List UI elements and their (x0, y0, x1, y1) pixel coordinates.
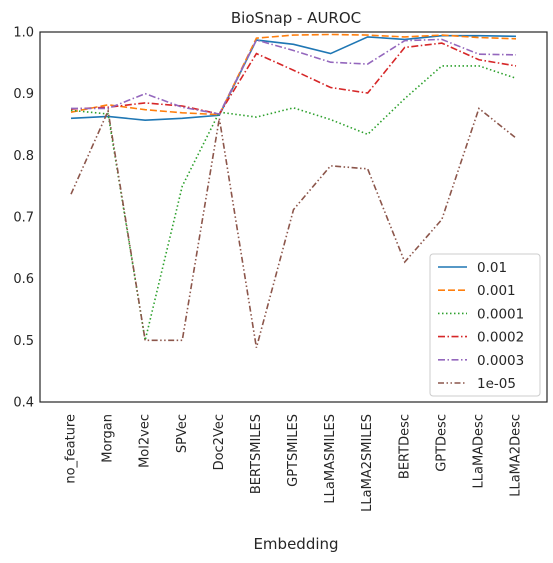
y-tick-label: 0.7 (13, 211, 34, 226)
y-tick-label: 0.8 (13, 149, 34, 164)
x-tick-label: Morgan (101, 414, 116, 463)
y-tick-label: 0.9 (13, 87, 34, 102)
plot-frame (39, 31, 548, 403)
legend-label: 0.001 (477, 283, 516, 299)
legend-label: 1e-05 (477, 376, 516, 392)
x-tick-label: SPVec (175, 414, 190, 453)
plot-area (70, 33, 517, 348)
legend-label: 0.0003 (477, 353, 524, 369)
legend-label: 0.0001 (477, 306, 524, 322)
series-line-0 (70, 34, 517, 121)
x-tick-label: Mol2vec (138, 414, 153, 468)
x-tick-label: LLaMA2Desc (509, 414, 524, 497)
series-line-1 (70, 33, 517, 116)
x-tick-label: GPTSMILES (286, 414, 301, 487)
x-tick-label: BERTSMILES (249, 414, 264, 494)
x-tick-label: GPTDesc (434, 414, 449, 472)
legend: 0.01 0.001 0.0001 0.0002 0.0003 1e-05 (429, 253, 541, 397)
legend-label: 0.0002 (477, 330, 524, 346)
series-line-5 (70, 107, 517, 348)
y-tick-label: 0.4 (13, 396, 34, 411)
x-tick-label: Doc2Vec (212, 414, 227, 470)
y-tick-label: 1.0 (13, 26, 34, 41)
x-tick-label: LLaMASMILES (323, 414, 338, 504)
series-line-4 (71, 38, 517, 115)
x-tick-label: LLaMA2SMILES (360, 414, 375, 512)
y-tick-label: 0.5 (13, 334, 34, 349)
x-axis-title: Embedding (253, 535, 338, 553)
legend-label: 0.01 (477, 260, 507, 276)
x-tick-label: BERTDesc (397, 414, 412, 479)
x-tick-label: no_feature (64, 414, 79, 484)
axes: 0.4 0.5 0.6 0.7 0.8 0.9 1.0 no_feature Morgan Mol… (13, 26, 548, 512)
chart-title: BioSnap - AUROC (231, 9, 361, 27)
y-tick-label: 0.6 (13, 272, 34, 287)
series-line-3 (70, 42, 517, 115)
x-tick-label: LLaMADesc (471, 414, 486, 489)
